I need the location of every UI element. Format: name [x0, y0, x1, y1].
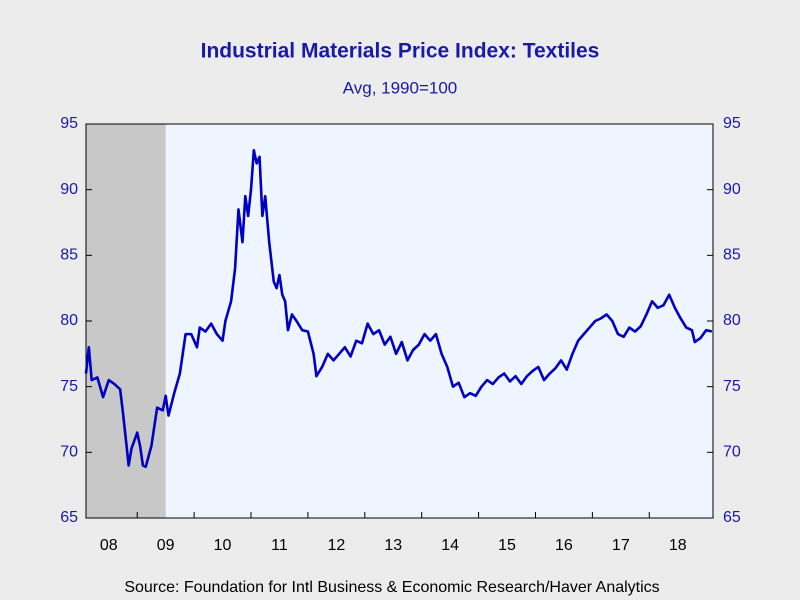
x-tick-label: 17: [612, 537, 630, 554]
chart-title: Industrial Materials Price Index: Textil…: [201, 40, 600, 63]
y-tick-label: 95: [60, 115, 78, 132]
x-tick-label: 09: [157, 537, 175, 554]
x-tick-label: 13: [384, 537, 402, 554]
x-tick-label: 10: [214, 537, 232, 554]
y2-tick-label: 75: [723, 378, 741, 395]
y-tick-label: 80: [60, 312, 78, 329]
y-tick-label: 90: [60, 181, 78, 198]
y2-tick-label: 65: [723, 509, 741, 526]
data-line: [84, 148, 713, 469]
y2-tick-label: 95: [723, 115, 741, 132]
y2-tick-label: 70: [723, 444, 741, 461]
source: Source: Foundation for Intl Business & E…: [124, 579, 659, 596]
x-tick-label: 08: [100, 537, 118, 554]
x-tick-label: 15: [498, 537, 516, 554]
recession-shading: [86, 124, 166, 518]
y-tick-label: 65: [60, 509, 78, 526]
chart-subtitle: Avg, 1990=100: [343, 78, 458, 97]
y-tick-label: 85: [60, 247, 78, 264]
x-tick-label: 14: [441, 537, 459, 554]
x-tick-label: 12: [327, 537, 345, 554]
y2-tick-label: 80: [723, 312, 741, 329]
y2-tick-label: 85: [723, 247, 741, 264]
y-tick-label: 75: [60, 378, 78, 395]
y-tick-label: 70: [60, 444, 78, 461]
y2-tick-label: 90: [723, 181, 741, 198]
x-tick-label: 11: [271, 537, 288, 554]
x-tick-label: 18: [669, 537, 687, 554]
x-tick-label: 16: [555, 537, 573, 554]
plot-area: [86, 124, 713, 518]
